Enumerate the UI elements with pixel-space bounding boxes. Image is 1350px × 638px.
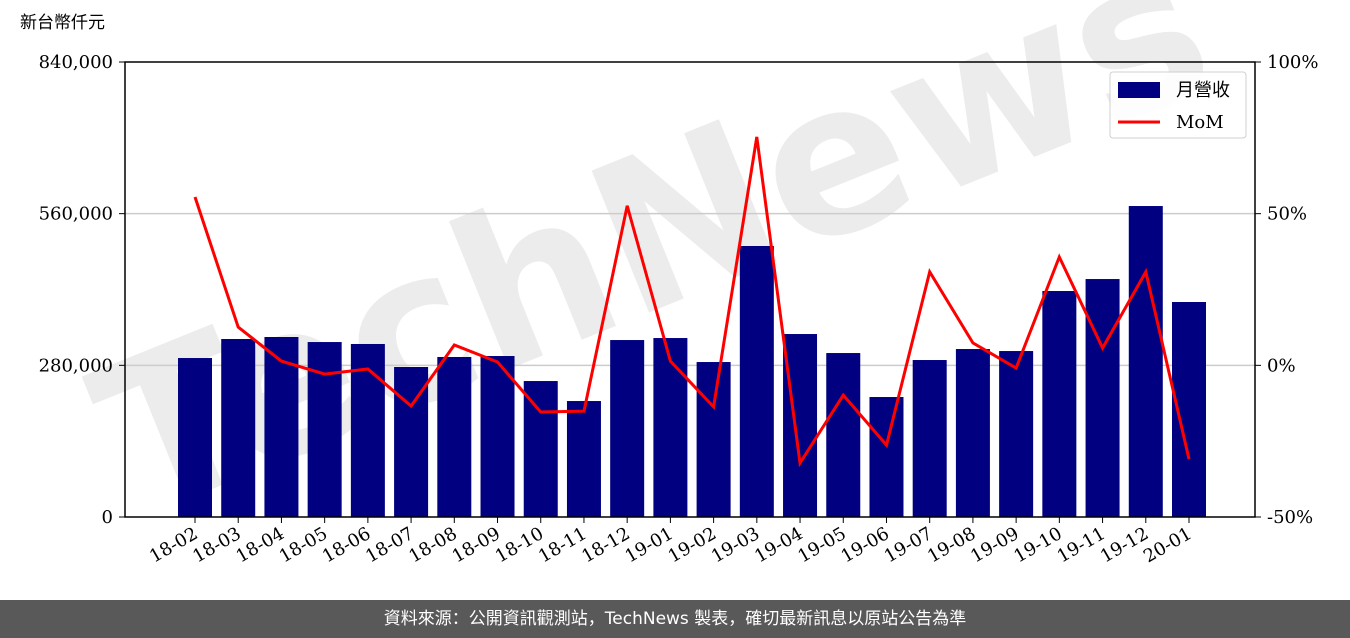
- legend-label: 月營收: [1176, 80, 1230, 101]
- y2-tick-label: -50%: [1267, 507, 1313, 528]
- chart: 新台幣仟元 TechNews0280,000560,000840,000-50%…: [20, 0, 1318, 567]
- bar: [1128, 206, 1163, 517]
- bar: [696, 362, 731, 517]
- y2-tick-label: 50%: [1267, 204, 1307, 225]
- x-tick-label: 19-02: [665, 523, 720, 567]
- x-tick-label: 19-07: [881, 523, 936, 567]
- x-tick-label: 19-09: [967, 523, 1022, 567]
- bar: [999, 351, 1034, 517]
- bar: [912, 360, 947, 517]
- bar: [480, 356, 515, 517]
- mom-line: [193, 136, 1191, 468]
- x-tick-label: 18-07: [362, 523, 417, 567]
- y-tick-label: 0: [102, 507, 113, 528]
- y2-tick-label: 0%: [1267, 355, 1296, 376]
- bar: [178, 358, 212, 517]
- x-tick-label: 19-11: [1054, 523, 1109, 567]
- bar: [653, 338, 688, 517]
- x-tick-label: 18-06: [319, 523, 374, 567]
- y-tick-label: 560,000: [39, 204, 113, 225]
- bar: [955, 349, 990, 517]
- legend-label: MoM: [1176, 112, 1224, 133]
- plot-frame: [124, 61, 1256, 518]
- bar: [437, 356, 472, 517]
- bar: [307, 342, 342, 517]
- x-tick-label: 18-11: [535, 523, 590, 567]
- x-tick-label: 19-05: [794, 523, 849, 567]
- bar: [221, 339, 256, 517]
- x-tick-label: 18-05: [276, 523, 331, 567]
- x-tick-label: 19-12: [1097, 523, 1152, 567]
- x-tick-label: 19-06: [838, 523, 893, 567]
- bar: [523, 381, 558, 517]
- x-tick-label: 20-01: [1140, 523, 1195, 567]
- footer: 資料來源：公開資訊觀測站，TechNews 製表，確切最新訊息以原站公告為準: [0, 600, 1350, 638]
- bar: [783, 334, 818, 517]
- y2-tick-label: 100%: [1267, 52, 1318, 73]
- bar: [350, 343, 385, 517]
- bar: [1042, 291, 1077, 517]
- bar: [610, 340, 645, 517]
- x-tick-label: 18-09: [449, 523, 504, 567]
- bar: [566, 401, 601, 517]
- bar: [826, 353, 861, 517]
- x-tick-label: 19-04: [751, 523, 806, 567]
- y-tick-label: 280,000: [39, 355, 113, 376]
- y-axis-label: 新台幣仟元: [20, 13, 105, 33]
- x-tick-label: 18-10: [492, 523, 547, 567]
- x-tick-label: 19-01: [621, 523, 676, 567]
- legend-swatch: [1118, 82, 1160, 98]
- bar: [869, 397, 904, 517]
- x-tick-label: 19-03: [708, 523, 763, 567]
- x-tick-label: 18-08: [405, 523, 460, 567]
- x-tick-label: 19-10: [1010, 523, 1065, 567]
- x-tick-label: 18-12: [578, 523, 633, 567]
- x-tick-label: 19-08: [924, 523, 979, 567]
- bar: [264, 337, 299, 517]
- bar: [739, 246, 774, 518]
- y-tick-label: 840,000: [39, 52, 113, 73]
- bar: [1085, 279, 1120, 517]
